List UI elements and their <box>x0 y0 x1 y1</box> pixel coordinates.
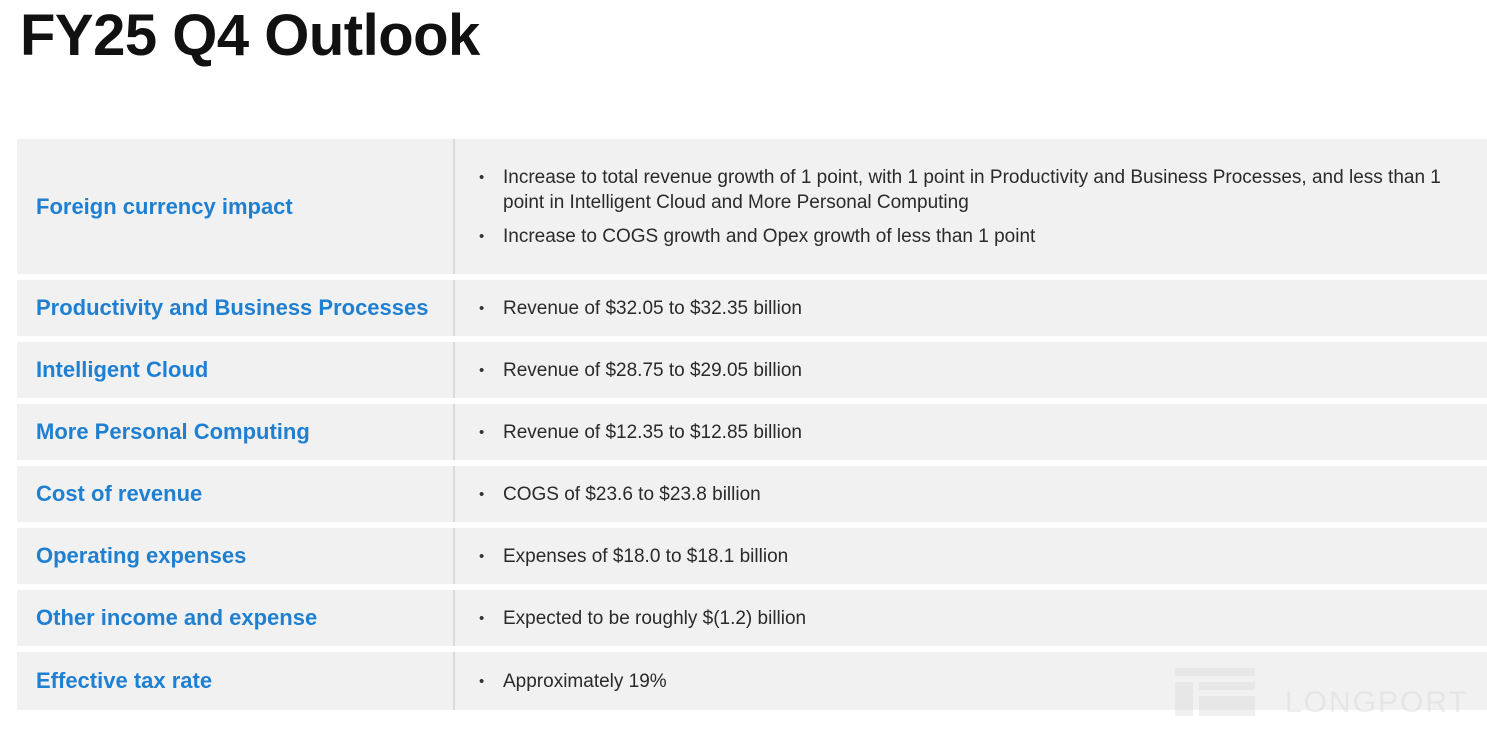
row-label: Operating expenses <box>17 528 455 584</box>
table-row: Other income and expense • Expected to b… <box>17 590 1487 646</box>
row-body: • Revenue of $12.35 to $12.85 billion <box>455 404 1487 460</box>
table-row: Cost of revenue • COGS of $23.6 to $23.8… <box>17 466 1487 522</box>
bullet-dot-icon: • <box>479 423 485 441</box>
bullet-text: Increase to COGS growth and Opex growth … <box>503 225 1036 247</box>
bullet-dot-icon: • <box>479 609 485 627</box>
bullet-dot-icon: • <box>479 547 485 565</box>
row-body: • Increase to total revenue growth of 1 … <box>455 139 1487 274</box>
row-label: Effective tax rate <box>17 652 455 710</box>
table-row: Operating expenses • Expenses of $18.0 t… <box>17 528 1487 584</box>
table-row: Intelligent Cloud • Revenue of $28.75 to… <box>17 342 1487 398</box>
row-label: Intelligent Cloud <box>17 342 455 398</box>
outlook-table: Foreign currency impact • Increase to to… <box>17 139 1487 710</box>
row-label: Productivity and Business Processes <box>17 280 455 336</box>
bullet-item: • Increase to COGS growth and Opex growt… <box>479 224 1457 249</box>
watermark: LONGPORT <box>1173 664 1473 724</box>
row-body: • Expected to be roughly $(1.2) billion <box>455 590 1487 646</box>
bullet-text: COGS of $23.6 to $23.8 billion <box>503 483 761 505</box>
row-label: Foreign currency impact <box>17 139 455 274</box>
bullet-dot-icon: • <box>479 168 485 186</box>
row-label: More Personal Computing <box>17 404 455 460</box>
page-title: FY25 Q4 Outlook <box>20 3 480 68</box>
bullet-item: • COGS of $23.6 to $23.8 billion <box>479 482 1457 507</box>
row-body: • Revenue of $28.75 to $29.05 billion <box>455 342 1487 398</box>
bullet-item: • Expected to be roughly $(1.2) billion <box>479 606 1457 631</box>
longport-logo-icon <box>1175 668 1255 716</box>
bullet-dot-icon: • <box>479 299 485 317</box>
row-label: Cost of revenue <box>17 466 455 522</box>
row-body: • Approximately 19% <box>455 652 1487 710</box>
watermark-text: LONGPORT <box>1285 686 1469 719</box>
row-body: • COGS of $23.6 to $23.8 billion <box>455 466 1487 522</box>
bullet-item: • Increase to total revenue growth of 1 … <box>479 165 1457 215</box>
bullet-item: • Approximately 19% <box>479 669 1457 694</box>
bullet-item: • Revenue of $32.05 to $32.35 billion <box>479 296 1457 321</box>
table-row: More Personal Computing • Revenue of $12… <box>17 404 1487 460</box>
row-body: • Revenue of $32.05 to $32.35 billion <box>455 280 1487 336</box>
bullet-text: Expected to be roughly $(1.2) billion <box>503 607 807 629</box>
bullet-text: Approximately 19% <box>503 670 667 692</box>
bullet-dot-icon: • <box>479 485 485 503</box>
bullet-text: Increase to total revenue growth of 1 po… <box>503 166 1441 213</box>
bullet-item: • Revenue of $28.75 to $29.05 billion <box>479 358 1457 383</box>
table-row: Foreign currency impact • Increase to to… <box>17 139 1487 274</box>
bullet-text: Revenue of $28.75 to $29.05 billion <box>503 359 802 381</box>
row-label: Other income and expense <box>17 590 455 646</box>
bullet-dot-icon: • <box>479 227 485 245</box>
table-row: Effective tax rate • Approximately 19% <box>17 652 1487 710</box>
bullet-dot-icon: • <box>479 361 485 379</box>
bullet-item: • Revenue of $12.35 to $12.85 billion <box>479 420 1457 445</box>
bullet-text: Expenses of $18.0 to $18.1 billion <box>503 545 789 567</box>
bullet-dot-icon: • <box>479 672 485 690</box>
row-body: • Expenses of $18.0 to $18.1 billion <box>455 528 1487 584</box>
bullet-text: Revenue of $12.35 to $12.85 billion <box>503 421 802 443</box>
bullet-item: • Expenses of $18.0 to $18.1 billion <box>479 544 1457 569</box>
bullet-text: Revenue of $32.05 to $32.35 billion <box>503 297 802 319</box>
table-row: Productivity and Business Processes • Re… <box>17 280 1487 336</box>
